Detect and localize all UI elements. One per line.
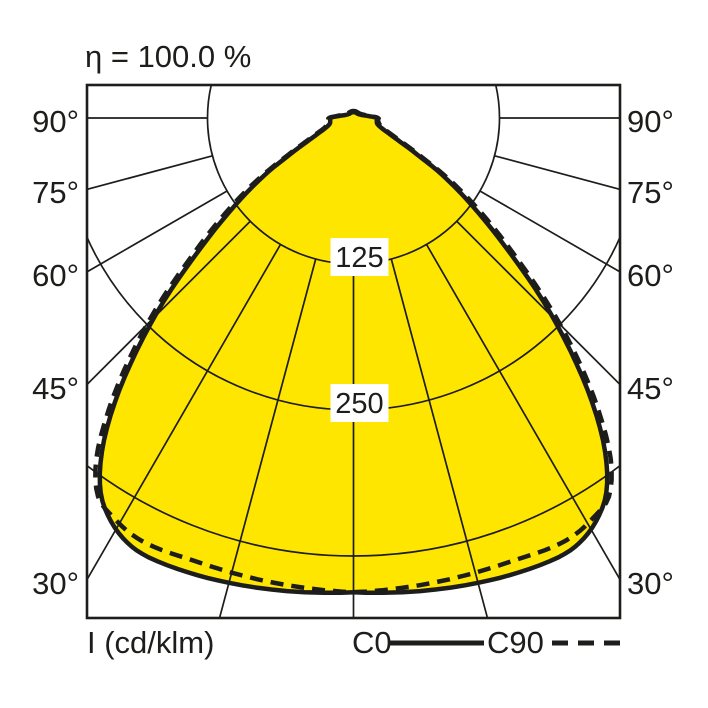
legend-c0-label: C0 <box>352 625 392 660</box>
legend-c90-label: C90 <box>487 625 544 660</box>
ray-60deg <box>87 190 228 273</box>
radial-axis-unit-label: I (cd/klm) <box>87 625 215 660</box>
angle-label-right-90: 90° <box>627 104 674 139</box>
angle-label-left-90: 90° <box>32 104 79 139</box>
ray-15deg <box>390 258 489 618</box>
ray-60deg <box>479 190 620 273</box>
angle-label-left-30: 30° <box>32 566 79 601</box>
angle-label-left-75: 75° <box>32 175 79 210</box>
ray-30deg <box>425 244 620 582</box>
angle-label-left-60: 60° <box>32 258 79 293</box>
c0-curve <box>97 109 610 596</box>
angle-label-right-75: 75° <box>627 175 674 210</box>
ray-15deg <box>218 258 317 618</box>
ray-75deg <box>494 154 620 191</box>
angle-label-right-30: 30° <box>627 566 674 601</box>
radial-tick-label: 250 <box>335 388 383 420</box>
radial-tick-box <box>330 238 389 276</box>
angle-label-right-45: 45° <box>627 371 674 406</box>
plot-border <box>85 83 622 620</box>
angle-label-right-60: 60° <box>627 258 674 293</box>
angle-label-left-45: 45° <box>32 371 79 406</box>
ray-45deg <box>456 220 620 386</box>
radial-tick-box <box>330 384 389 422</box>
ray-75deg <box>87 154 213 191</box>
ray-45deg <box>87 220 251 386</box>
ray-30deg <box>87 244 282 582</box>
radial-tick-label: 125 <box>335 242 383 274</box>
efficiency-title: η = 100.0 % <box>85 39 252 74</box>
